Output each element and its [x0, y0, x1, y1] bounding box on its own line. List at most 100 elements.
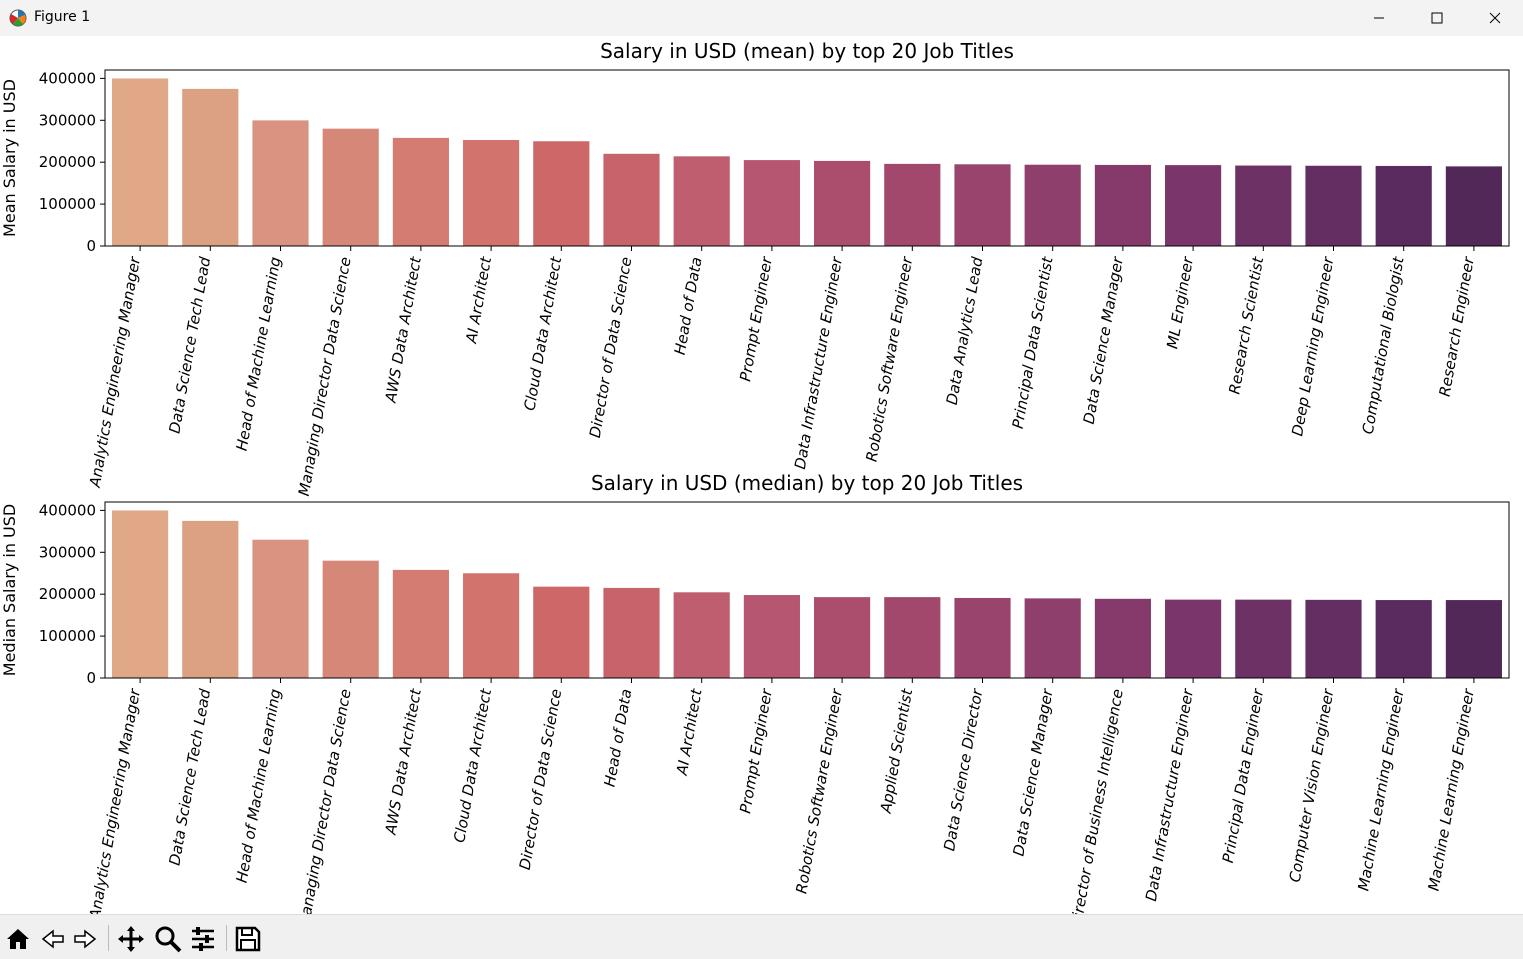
- y-tick-label: 0: [86, 237, 96, 255]
- x-tick-label: Data Infrastructure Engineer: [791, 255, 846, 471]
- x-tick-label: Analytics Engineering Manager: [86, 255, 145, 490]
- x-tick-label: Head of Machine Learning: [233, 256, 285, 453]
- bar: [182, 88, 239, 246]
- back-arrow-icon: [41, 929, 64, 949]
- configure-subplots-button[interactable]: [188, 924, 218, 954]
- zoom-magnifier-icon: [155, 926, 182, 953]
- x-tick-label: Machine Learning Engineer: [1425, 687, 1478, 893]
- x-tick-label: Computational Biologist: [1359, 254, 1408, 435]
- navigation-toolbar: [0, 914, 1523, 959]
- y-axis-title: Median Salary in USD: [0, 504, 19, 676]
- axes-frame: [104, 501, 1510, 679]
- y-tick-label: 300000: [39, 543, 96, 561]
- x-tick-label: Data Science Manager: [1080, 255, 1127, 426]
- x-tick-label: Data Infrastructure Engineer: [1142, 687, 1197, 903]
- bar: [533, 586, 590, 678]
- bar: [954, 164, 1011, 246]
- bar: [814, 160, 871, 246]
- close-button[interactable]: [1466, 0, 1523, 36]
- save-button[interactable]: [233, 924, 263, 954]
- x-tick-label: Head of Machine Learning: [233, 688, 285, 885]
- bar: [814, 597, 871, 678]
- bar: [1024, 164, 1081, 246]
- pan-button[interactable]: [116, 924, 146, 954]
- x-tick-label: Machine Learning Engineer: [1354, 687, 1407, 893]
- back-button[interactable]: [38, 924, 68, 954]
- x-tick-label: Robotics Software Engineer: [862, 255, 916, 463]
- x-tick-label: Deep Learning Engineer: [1288, 255, 1337, 438]
- x-tick-label: Cloud Data Architect: [520, 254, 565, 412]
- x-tick-label: Robotics Software Engineer: [792, 687, 846, 895]
- x-tick-label: AWS Data Architect: [381, 686, 425, 836]
- bar: [884, 597, 941, 678]
- home-icon: [7, 929, 29, 949]
- x-tick-label: Data Analytics Lead: [943, 255, 987, 406]
- bar: [392, 569, 449, 678]
- matplotlib-logo-icon: [9, 9, 27, 27]
- bar: [463, 573, 520, 678]
- configure-subplots-icon: [192, 927, 214, 951]
- chart-title: Salary in USD (median) by top 20 Job Tit…: [591, 471, 1023, 495]
- x-tick-label: AWS Data Architect: [381, 254, 425, 404]
- x-tick-label: Managing Director Data Science: [295, 688, 355, 914]
- bar: [533, 141, 590, 246]
- x-tick-label: Cloud Data Architect: [450, 686, 495, 844]
- figure-canvas: 0 100000 200000 300000 400000 Analytics Engin…: [0, 39, 1510, 914]
- y-tick-label: 100000: [39, 195, 96, 213]
- y-tick-label: 400000: [39, 501, 96, 519]
- bar: [954, 597, 1011, 678]
- bar: [252, 539, 309, 678]
- bar: [112, 78, 169, 246]
- bar: [1445, 166, 1502, 246]
- x-tick-label: Research Engineer: [1436, 255, 1478, 398]
- y-tick-label: 200000: [39, 585, 96, 603]
- bar: [603, 587, 660, 678]
- window-title: Figure 1: [34, 9, 91, 25]
- x-tick-label: Data Science Tech Lead: [165, 687, 214, 867]
- bar: [1235, 165, 1292, 246]
- bar: [322, 560, 379, 678]
- x-tick-label: Managing Director Data Science: [295, 256, 355, 498]
- bar: [1094, 164, 1151, 246]
- bar: [1305, 599, 1362, 678]
- bar: [1165, 165, 1222, 246]
- chart-title: Salary in USD (mean) by top 20 Job Title…: [600, 39, 1014, 63]
- x-tick-label: AI Architect: [673, 686, 706, 777]
- bar: [322, 128, 379, 246]
- axes-frame: [104, 69, 1510, 247]
- x-tick-label: Head of Data: [601, 688, 636, 789]
- maximize-button[interactable]: [1408, 0, 1466, 36]
- bar: [1094, 598, 1151, 678]
- bar: [112, 510, 169, 678]
- y-tick-label: 100000: [39, 627, 96, 645]
- bar: [743, 160, 800, 246]
- y-tick-label: 400000: [39, 69, 96, 87]
- bar: [1375, 600, 1432, 678]
- toolbar-separator: [108, 925, 109, 951]
- zoom-button[interactable]: [153, 924, 183, 954]
- x-tick-label: Computer Vision Engineer: [1286, 687, 1338, 884]
- save-floppy-icon: [235, 926, 261, 952]
- x-tick-label: Director of Data Science: [586, 256, 636, 440]
- y-tick-label: 200000: [39, 153, 96, 171]
- home-button[interactable]: [3, 924, 33, 954]
- forward-button[interactable]: [70, 924, 100, 954]
- close-icon: [1489, 12, 1501, 24]
- y-tick-label: 0: [86, 669, 96, 687]
- bar: [884, 163, 941, 246]
- x-tick-label: Analytics Engineering Manager: [86, 687, 145, 914]
- bar: [1165, 599, 1222, 678]
- chart-median: 0 100000 200000 300000 400000 Analytics Engin…: [0, 501, 1510, 914]
- chart-mean: 0 100000 200000 300000 400000 Analytics Engin…: [0, 69, 1510, 498]
- bar: [1375, 165, 1432, 246]
- bar: [743, 595, 800, 678]
- bar: [1235, 599, 1292, 678]
- window-titlebar: Figure 1: [0, 0, 1523, 36]
- y-axis-title: Mean Salary in USD: [0, 79, 19, 237]
- bar: [673, 156, 730, 246]
- bar: [1445, 600, 1502, 678]
- minimize-button[interactable]: [1350, 0, 1408, 36]
- x-tick-label: Director of Data Science: [516, 688, 566, 872]
- x-tick-label: Principal Data Scientist: [1009, 254, 1057, 430]
- x-tick-label: Research Scientist: [1225, 254, 1267, 395]
